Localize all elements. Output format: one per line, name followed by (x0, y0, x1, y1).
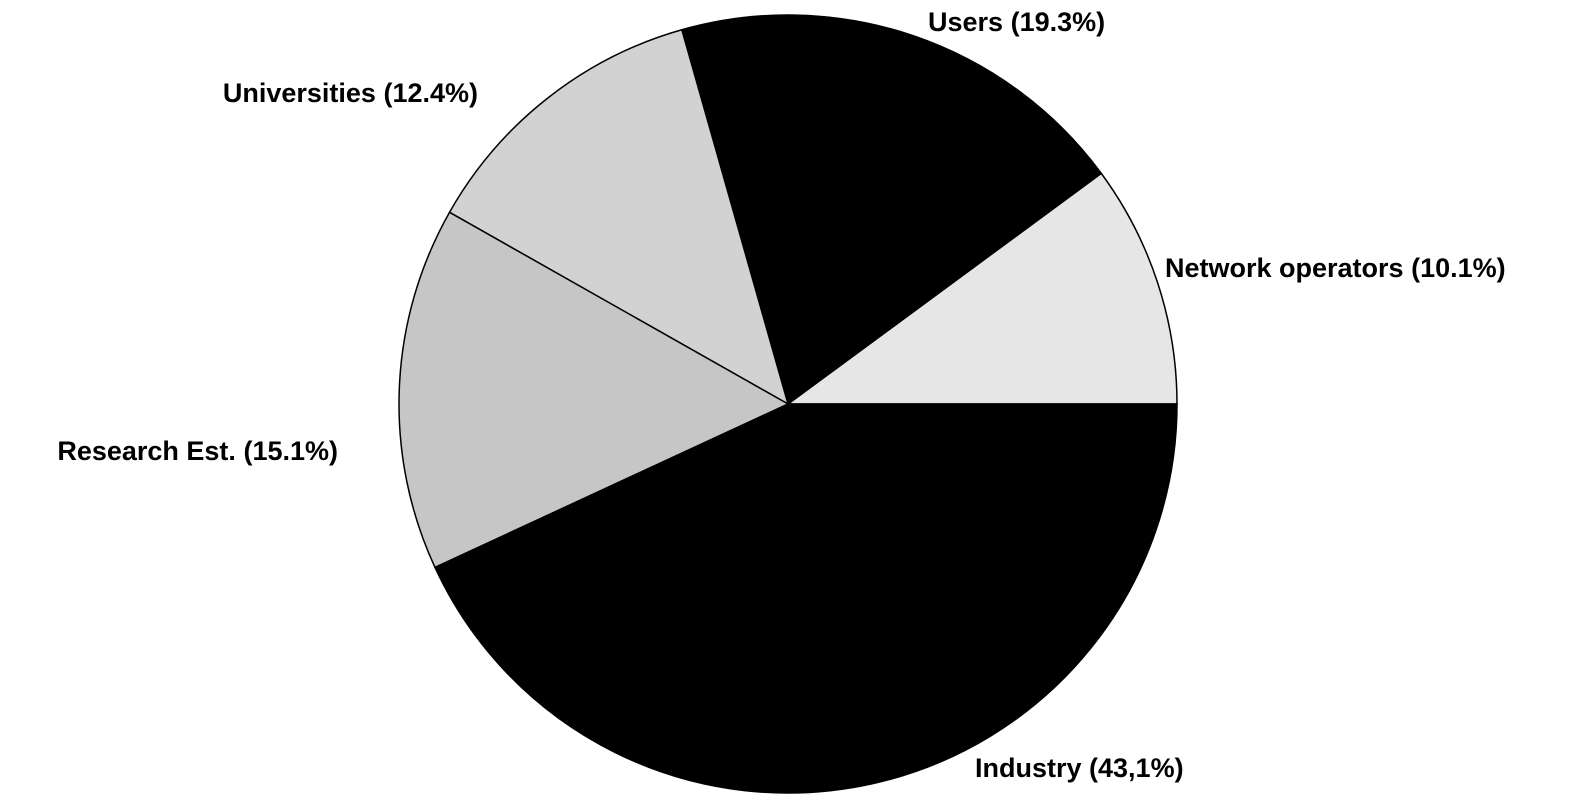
slice-value-label: (15.1%) (243, 436, 338, 466)
slice-value-label: (19.3%) (1011, 7, 1106, 37)
pie-slice (398, 211, 790, 569)
slice-value-label: (10.1%) (1411, 253, 1506, 283)
slice-label: Universities (12.4%) (223, 78, 478, 108)
slice-name: Industry (975, 753, 1082, 783)
slice-value-label: (12.4%) (383, 78, 478, 108)
slice-label: Network operators (10.1%) (1165, 253, 1506, 283)
slice-label: Industry (43,1%) (975, 753, 1184, 783)
pie-slice (680, 14, 1103, 406)
pie-slice (785, 172, 1178, 405)
pie-slice (448, 28, 790, 406)
slice-name: Users (928, 7, 1003, 37)
slice-value-label: (43,1%) (1089, 753, 1184, 783)
pie-slice (433, 403, 1178, 794)
slice-name: Network operators (1165, 253, 1404, 283)
slice-name: Universities (223, 78, 376, 108)
slice-label: Research Est. (15.1%) (57, 436, 338, 466)
slice-name: Research Est. (57, 436, 236, 466)
slice-label: Users (19.3%) (928, 7, 1105, 37)
